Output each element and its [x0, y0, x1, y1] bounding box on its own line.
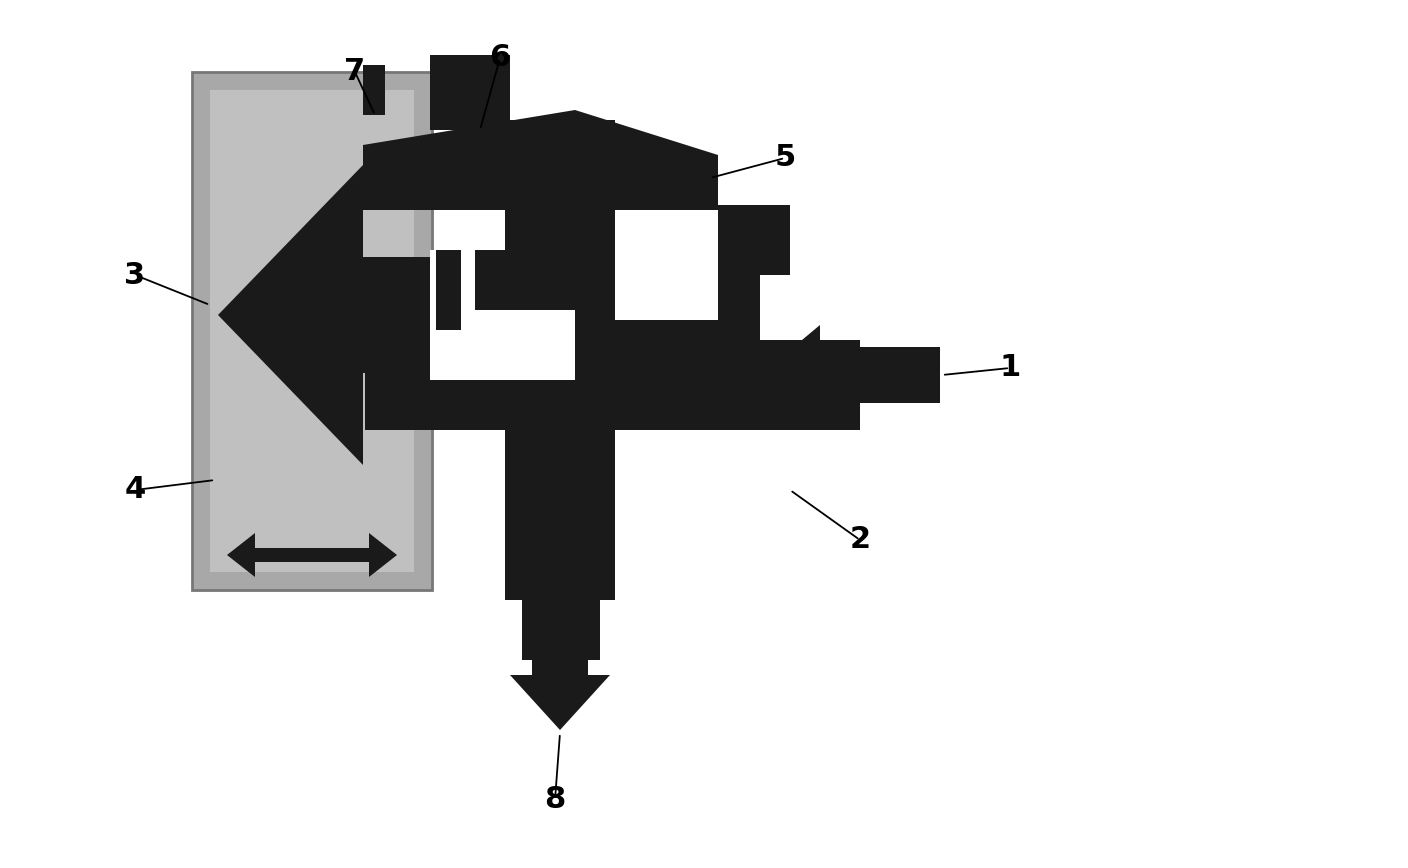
Text: 6: 6	[490, 43, 511, 73]
Bar	[760, 340, 860, 430]
Bar	[365, 320, 760, 430]
Text: 1: 1	[1000, 353, 1021, 383]
Polygon shape	[760, 325, 941, 425]
Bar	[210, 90, 414, 572]
Polygon shape	[369, 533, 397, 577]
Polygon shape	[218, 165, 436, 465]
Text: 3: 3	[124, 260, 145, 290]
Polygon shape	[510, 600, 610, 730]
Bar	[191, 72, 432, 590]
Polygon shape	[227, 533, 255, 577]
Bar	[505, 120, 615, 540]
Bar	[429, 250, 574, 380]
Bar	[505, 540, 615, 600]
Bar	[718, 320, 760, 375]
Text: 7: 7	[345, 57, 366, 87]
Polygon shape	[363, 110, 718, 210]
Bar	[474, 250, 574, 310]
Bar	[718, 275, 760, 320]
Text: 8: 8	[545, 786, 566, 814]
Bar	[522, 600, 600, 660]
Bar	[363, 65, 384, 115]
Bar	[436, 250, 460, 330]
Text: 2: 2	[849, 525, 870, 555]
Bar	[255, 548, 369, 562]
Text: 5: 5	[774, 143, 796, 173]
Text: 4: 4	[124, 476, 145, 504]
Bar	[718, 205, 790, 275]
Bar	[429, 55, 510, 130]
